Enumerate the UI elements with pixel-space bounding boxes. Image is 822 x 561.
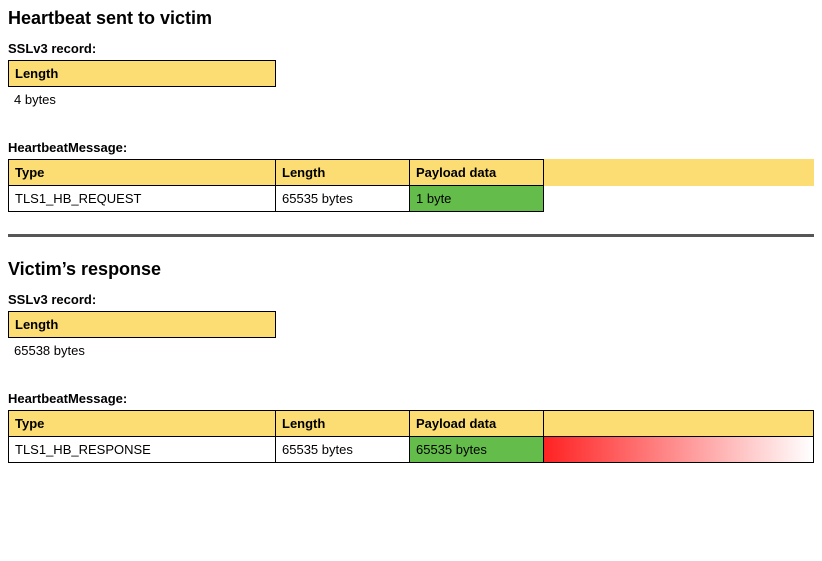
sent-hb-header-extra <box>544 159 814 186</box>
sent-hb-header-type: Type <box>8 159 276 186</box>
response-title: Victim’s response <box>8 259 814 280</box>
response-hb-value-type: TLS1_HB_RESPONSE <box>8 437 276 463</box>
response-sslv3-heading: SSLv3 record: <box>8 292 814 307</box>
response-section: Victim’s response SSLv3 record: Length 6… <box>8 259 814 463</box>
response-sslv3-value: 65538 bytes <box>8 338 276 363</box>
response-hb-value-row: TLS1_HB_RESPONSE 65535 bytes 65535 bytes <box>8 437 814 463</box>
spacer <box>8 116 814 140</box>
sent-hb-header-payload: Payload data <box>410 159 544 186</box>
response-sslv3-header: Length <box>8 311 276 338</box>
divider <box>8 234 814 237</box>
response-sslv3-table: Length 65538 bytes <box>8 311 814 363</box>
spacer <box>8 367 814 391</box>
sent-hb-value-type: TLS1_HB_REQUEST <box>8 186 276 212</box>
sent-hb-heading: HeartbeatMessage: <box>8 140 814 155</box>
sent-hb-header-length: Length <box>276 159 410 186</box>
sent-hb-header-row: Type Length Payload data <box>8 159 814 186</box>
sent-sslv3-table: Length 4 bytes <box>8 60 814 112</box>
response-hb-header-length: Length <box>276 410 410 437</box>
sent-hb-value-payload: 1 byte <box>410 186 544 212</box>
response-hb-header-row: Type Length Payload data <box>8 410 814 437</box>
sent-sslv3-value: 4 bytes <box>8 87 276 112</box>
response-hb-value-length: 65535 bytes <box>276 437 410 463</box>
response-hb-header-payload: Payload data <box>410 410 544 437</box>
sent-hb-value-row: TLS1_HB_REQUEST 65535 bytes 1 byte <box>8 186 814 212</box>
response-hb-heading: HeartbeatMessage: <box>8 391 814 406</box>
sent-title: Heartbeat sent to victim <box>8 8 814 29</box>
sent-section: Heartbeat sent to victim SSLv3 record: L… <box>8 8 814 212</box>
sent-sslv3-heading: SSLv3 record: <box>8 41 814 56</box>
response-hb-header-extra <box>544 410 814 437</box>
response-hb-value-overflow <box>544 437 814 463</box>
response-hb-header-type: Type <box>8 410 276 437</box>
sent-hb-value-length: 65535 bytes <box>276 186 410 212</box>
sent-sslv3-header: Length <box>8 60 276 87</box>
response-hb-value-payload: 65535 bytes <box>410 437 544 463</box>
